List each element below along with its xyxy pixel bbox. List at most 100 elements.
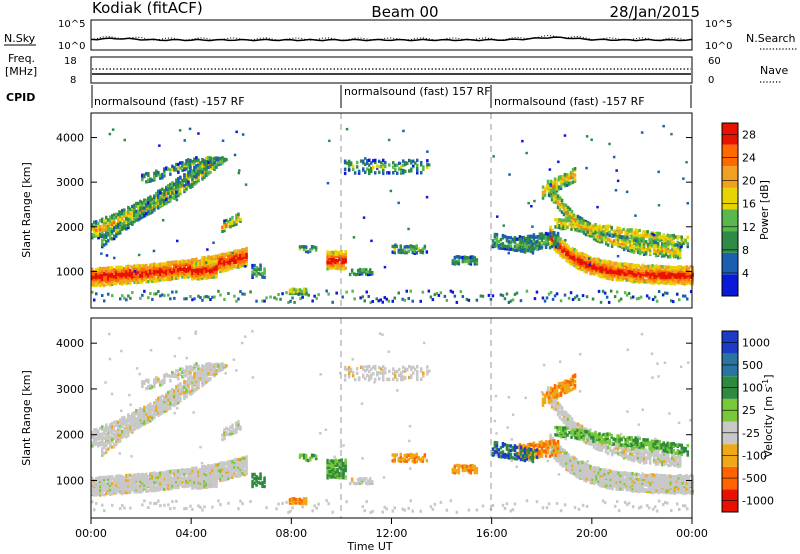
echo-cell [215, 259, 218, 263]
echo-cell [179, 396, 182, 400]
echo-cell [103, 482, 106, 486]
y-tick-label: 4000 [56, 132, 84, 145]
echo-cell [113, 277, 116, 281]
echo-cell [409, 244, 412, 248]
echo-cell [131, 474, 134, 478]
echo-cell [601, 266, 604, 271]
echo-cell [99, 490, 102, 495]
echo-cell [382, 158, 385, 163]
echo-cell [685, 267, 688, 271]
echo-cell [561, 249, 564, 253]
echo-cell [657, 273, 660, 277]
echo-cell [560, 200, 564, 205]
echo-cell [569, 259, 572, 263]
echo-cell [616, 226, 619, 230]
echo-cell [109, 237, 112, 241]
echo-cell [129, 207, 132, 211]
echo-cell [665, 249, 668, 253]
echo-cell [123, 417, 126, 422]
echo-cell [663, 279, 666, 283]
echo-cell [145, 263, 148, 268]
echo-cell [197, 160, 200, 164]
echo-cell [161, 409, 164, 413]
echo-cell [585, 256, 588, 260]
echo-cell [113, 484, 116, 488]
echo-cell [129, 426, 132, 430]
echo-cell [342, 255, 345, 259]
echo-cell [400, 169, 403, 173]
echo-cell [583, 263, 586, 267]
echo-cell [223, 298, 226, 301]
echo-cell [298, 247, 302, 251]
echo-cell [389, 189, 393, 193]
echo-cell [687, 276, 690, 280]
echo-cell [636, 241, 640, 245]
cpid-label: CPID [6, 91, 35, 104]
echo-cell [561, 181, 565, 185]
echo-cell [294, 288, 298, 292]
echo-cell [185, 159, 188, 163]
echo-cell [159, 478, 162, 482]
echo-cell [101, 476, 104, 480]
echo-cell [566, 205, 570, 210]
echo-cell [251, 266, 254, 270]
echo-cell [107, 266, 110, 270]
echo-cell [131, 412, 134, 416]
echo-cell [165, 166, 168, 170]
echo-cell [121, 489, 124, 493]
echo-cell [149, 474, 152, 479]
echo-cell [625, 190, 629, 194]
echo-cell [147, 212, 150, 216]
echo-cell [119, 265, 122, 269]
echo-cell [107, 233, 110, 237]
echo-cell [151, 486, 154, 490]
echo-cell [583, 269, 586, 273]
echo-cell [151, 197, 154, 201]
echo-cell [550, 231, 554, 235]
echo-cell [644, 234, 647, 239]
echo-cell [577, 254, 580, 258]
echo-cell [145, 272, 148, 276]
echo-cell [137, 415, 140, 419]
echo-cell [634, 231, 637, 235]
echo-cell [664, 239, 667, 243]
echo-cell [403, 249, 406, 253]
echo-cell [159, 266, 162, 270]
echo-cell [183, 272, 186, 276]
echo-cell [604, 229, 607, 233]
echo-cell [553, 177, 557, 181]
echo-cell [523, 244, 527, 249]
echo-cell [101, 452, 104, 456]
echo-cell [686, 244, 689, 249]
echo-cell [157, 413, 160, 417]
echo-cell [638, 234, 641, 238]
echo-cell [453, 294, 457, 298]
echo-cell [559, 243, 562, 248]
echo-cell [129, 477, 132, 482]
echo-cell [413, 249, 416, 253]
echo-cell [103, 227, 106, 232]
echo-cell [573, 167, 577, 171]
echo-cell [121, 225, 124, 229]
echo-cell [131, 417, 134, 422]
echo-cell [665, 244, 668, 249]
echo-cell [314, 248, 318, 252]
beam-title: Beam 00 [371, 3, 438, 21]
echo-cell [647, 278, 650, 283]
echo-cell [330, 266, 333, 270]
echo-cell [101, 283, 104, 287]
echo-cell [648, 251, 652, 255]
echo-cell [530, 205, 533, 208]
echo-cell [573, 262, 576, 266]
echo-cell [183, 187, 186, 192]
echo-cell [135, 209, 138, 213]
echo-cell [663, 254, 666, 258]
echo-cell [177, 469, 180, 473]
echo-cell [585, 267, 588, 272]
y-tick-label: 1000 [56, 265, 84, 278]
echo-cell [479, 294, 483, 298]
echo-cell [495, 238, 499, 243]
echo-cell [191, 382, 194, 387]
echo-cell [378, 170, 381, 174]
echo-cell [137, 472, 140, 477]
